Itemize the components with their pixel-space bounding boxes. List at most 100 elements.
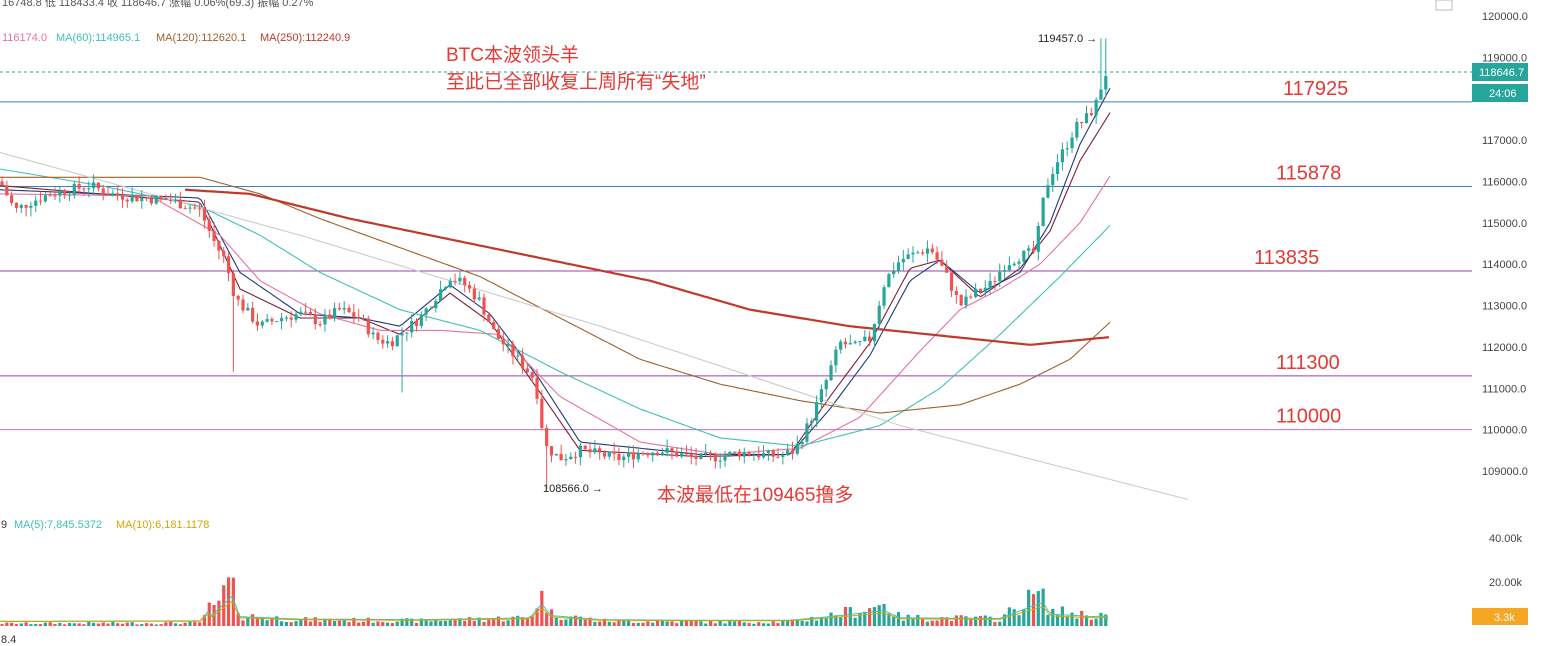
candle-body xyxy=(757,454,761,458)
vol-legend-item-2: MA(5):7,845.5372 xyxy=(14,519,102,531)
volume-bar xyxy=(347,622,351,626)
candle-body xyxy=(1055,162,1060,175)
vol-legend: 9 MA(5):7,845.5372 MA(10):6,181.1178 xyxy=(1,519,209,531)
volume-bar xyxy=(747,623,751,626)
volume-bar xyxy=(202,615,207,626)
volume-bar xyxy=(892,616,896,626)
volume-bar xyxy=(434,620,438,626)
candle-body xyxy=(1051,174,1055,186)
candle-body xyxy=(448,280,452,288)
candle-body xyxy=(993,280,997,282)
volume-bar xyxy=(482,621,486,626)
candle-body xyxy=(843,341,848,345)
volume-bar xyxy=(24,622,28,626)
candle-body xyxy=(371,332,375,335)
candle-body xyxy=(116,193,120,196)
candle-body xyxy=(569,456,573,460)
candle-body xyxy=(810,420,814,424)
last-price-tag: 118646.7 xyxy=(1479,67,1524,79)
volume-bar xyxy=(786,620,790,626)
candle-body xyxy=(342,307,346,310)
candle-body xyxy=(159,195,163,199)
volume-bar xyxy=(318,621,322,626)
volume-bar xyxy=(1104,614,1108,626)
candle-body xyxy=(1041,197,1045,227)
candle-body xyxy=(593,448,597,453)
volume-bar xyxy=(169,621,173,626)
candle-body xyxy=(627,452,631,457)
candle-body xyxy=(231,273,235,296)
volume-bar xyxy=(598,621,602,626)
candle-body xyxy=(554,453,558,456)
ma-legend-item-1: 116174.0 xyxy=(2,32,47,44)
volume-bar xyxy=(116,623,120,626)
candle-body xyxy=(357,316,361,318)
volume-bar xyxy=(573,615,578,626)
volume-bar xyxy=(631,622,636,626)
volume-bar xyxy=(680,620,684,626)
candle-body xyxy=(458,277,462,282)
volume-bar xyxy=(294,621,298,626)
volume-bar xyxy=(226,577,231,626)
volume-bar xyxy=(342,619,346,626)
candle-body xyxy=(130,195,134,202)
candle-body xyxy=(304,311,308,313)
candle-body xyxy=(747,452,751,456)
level-label: 113835 xyxy=(1254,247,1319,269)
candle-body xyxy=(1017,261,1021,264)
volume-bar xyxy=(877,605,881,626)
volume-plot xyxy=(0,577,1109,626)
volume-bar xyxy=(954,615,958,626)
candle-body xyxy=(82,188,86,190)
volume-bar xyxy=(82,624,86,626)
volume-bar xyxy=(781,620,785,626)
candle-body xyxy=(834,349,838,366)
volume-bar xyxy=(935,620,939,626)
volume-bar xyxy=(612,622,616,626)
candle-body xyxy=(520,355,525,369)
candle-body xyxy=(246,307,250,311)
volume-bar xyxy=(376,621,380,626)
volume-axis: 40.00k 20.00k xyxy=(1489,533,1523,589)
volume-bar xyxy=(38,624,43,626)
candle-body xyxy=(887,274,891,288)
candle-body xyxy=(308,311,313,315)
annotations: BTC本波领头羊 至此已全部收复上周所有“失地” 本波最低在109465撸多 1… xyxy=(446,33,1097,506)
candle-body xyxy=(169,200,173,202)
volume-bar xyxy=(713,623,717,626)
volume-bar xyxy=(414,622,419,626)
candle-body xyxy=(386,341,390,344)
volume-bar xyxy=(805,621,809,626)
candle-body xyxy=(945,265,949,273)
candle-body xyxy=(689,453,693,456)
candle-body xyxy=(660,452,664,456)
candle-body xyxy=(43,195,47,202)
candle-body xyxy=(318,324,322,326)
volume-bar xyxy=(1094,618,1098,626)
volume-bar xyxy=(742,622,746,626)
volume-bar xyxy=(14,624,19,626)
candle-body xyxy=(655,452,660,456)
volume-bar xyxy=(10,622,14,626)
candle-body xyxy=(289,317,293,320)
candle-body xyxy=(684,453,689,455)
candle-body xyxy=(467,285,472,289)
candle-body xyxy=(207,220,211,231)
volume-bar xyxy=(974,616,978,626)
volume-bar xyxy=(53,623,57,626)
candle-body xyxy=(863,336,867,342)
settings-box-icon[interactable] xyxy=(1435,0,1453,11)
candle-body xyxy=(145,197,149,199)
price-tick-label: 111000.0 xyxy=(1482,383,1526,395)
candle-body xyxy=(1104,76,1108,90)
candle-body xyxy=(414,321,419,327)
candle-body xyxy=(202,208,207,221)
candle-body xyxy=(1022,250,1026,262)
candle-body xyxy=(829,365,833,381)
volume-bar xyxy=(58,622,62,626)
candle-body xyxy=(217,240,221,251)
candle-body xyxy=(612,451,616,454)
candle-body xyxy=(940,259,944,266)
volume-bar xyxy=(911,618,915,626)
